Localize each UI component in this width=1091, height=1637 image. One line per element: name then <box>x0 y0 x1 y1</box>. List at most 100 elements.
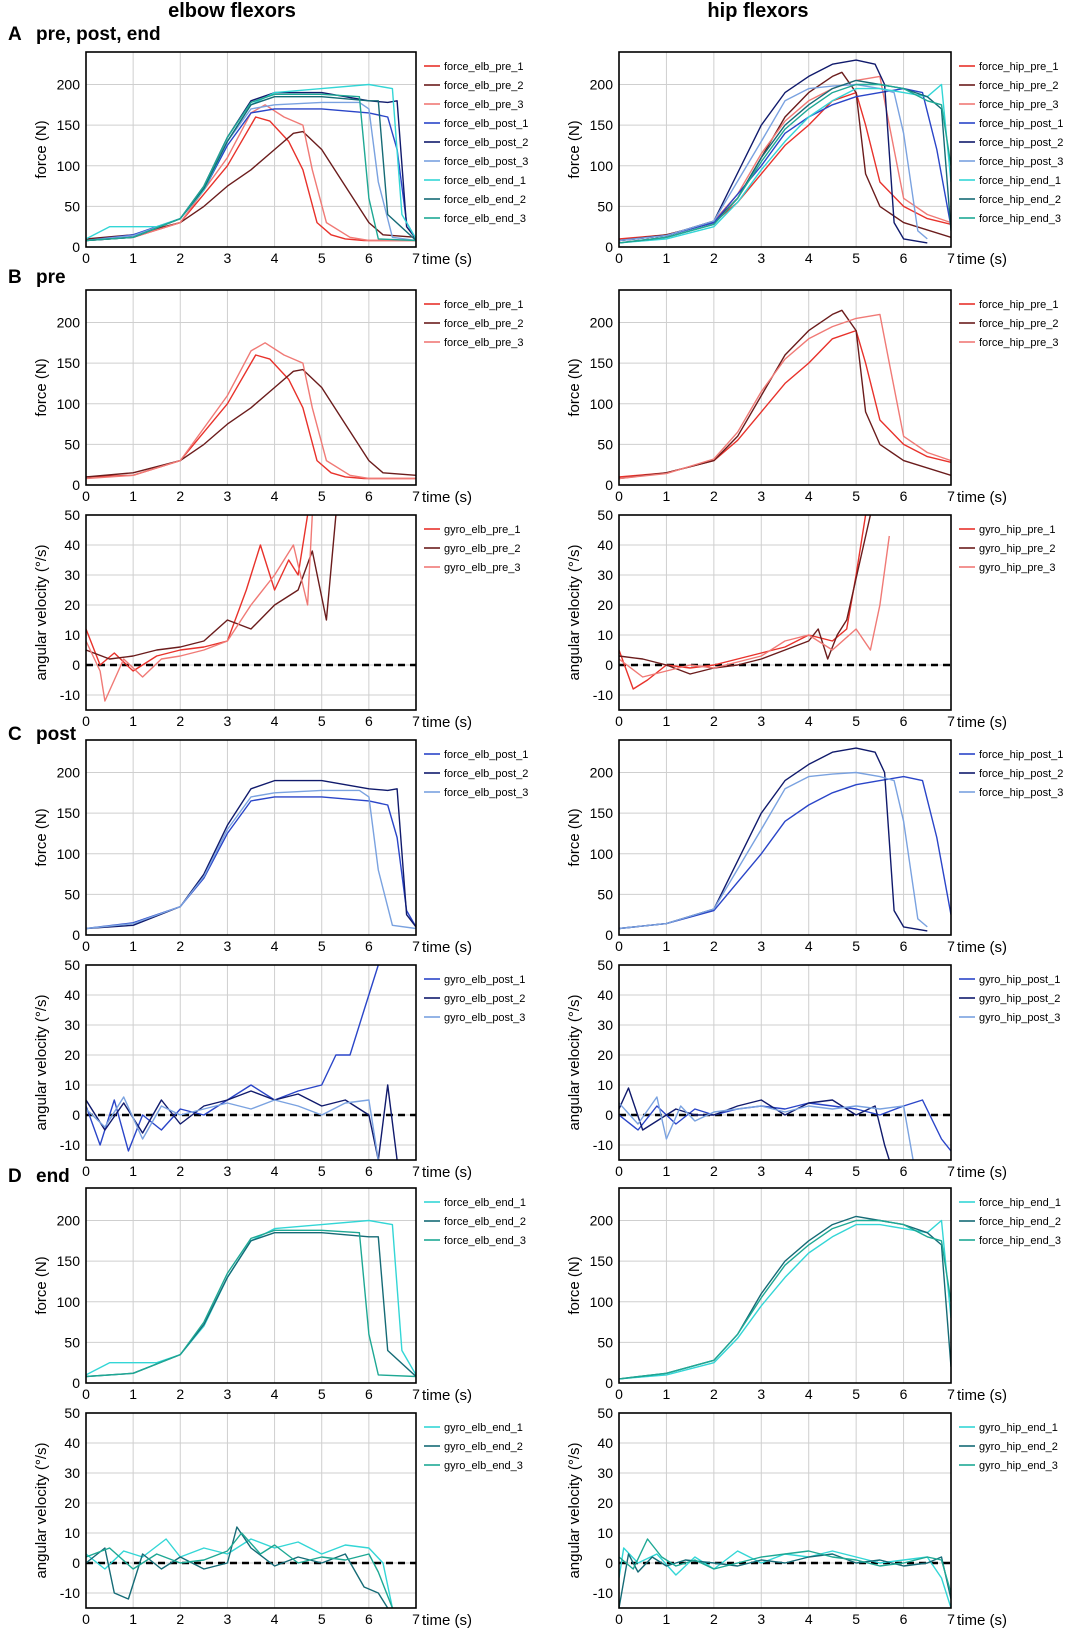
x-tick-label: 7 <box>412 1163 420 1179</box>
column-title-hip: hip flexors <box>707 0 809 22</box>
y-tick-label: 50 <box>597 507 613 523</box>
legend-entry: gyro_hip_end_2 <box>979 1441 1058 1453</box>
x-tick-label: 6 <box>900 1386 908 1402</box>
y-tick-label: 0 <box>605 657 613 673</box>
x-tick-label: 1 <box>129 713 137 729</box>
series-line-force_elb_pre_2 <box>86 368 416 478</box>
legend-entry: force_hip_end_3 <box>979 1235 1061 1247</box>
x-tick-label: 5 <box>852 1386 860 1402</box>
plot-frame <box>618 964 952 1161</box>
x-tick-label: 4 <box>805 713 813 729</box>
series-line-force_elb_pre_3 <box>86 104 416 242</box>
chart-C-elb-force: 0 1 2 3 4 5 6 7 0 50 100 150 200 time (s) force (N) for… <box>33 739 528 956</box>
legend-entry: gyro_hip_post_1 <box>979 974 1060 986</box>
chart-B-hip-force: 0 1 2 3 4 5 6 7 0 50 100 150 200 time (s) force (N) for… <box>566 289 1059 506</box>
y-tick-label: 50 <box>64 436 80 452</box>
plot-frame <box>618 514 952 711</box>
x-tick-label: 1 <box>129 1611 137 1627</box>
y-tick-label: 200 <box>590 77 614 93</box>
x-tick-label: 1 <box>129 938 137 954</box>
y-tick-label: 0 <box>72 1555 80 1571</box>
legend-entry: force_elb_pre_2 <box>444 80 524 92</box>
series-line-force_hip_end_2 <box>619 79 951 244</box>
x-tick-label: 7 <box>947 1163 955 1179</box>
x-axis-label: time (s) <box>957 489 1007 506</box>
x-tick-label: 5 <box>318 1611 326 1627</box>
y-tick-label: 0 <box>605 477 613 493</box>
series-line-force_hip_pre_2 <box>619 309 951 480</box>
series-line-force_hip_pre_2 <box>619 71 951 242</box>
y-tick-label: 50 <box>597 1334 613 1350</box>
x-tick-label: 2 <box>710 938 718 954</box>
x-tick-label: 6 <box>365 250 373 266</box>
y-tick-label: 100 <box>590 1294 614 1310</box>
series-line-gyro_hip_pre_2 <box>619 515 872 675</box>
x-axis-label: time (s) <box>957 939 1007 956</box>
series-line-force_elb_end_3 <box>86 1229 416 1378</box>
series-line-gyro_elb_post_3 <box>86 1096 379 1160</box>
y-tick-label: 30 <box>64 567 80 583</box>
legend-entry: force_elb_end_3 <box>444 1235 526 1247</box>
chart-D-elb-force: 0 1 2 3 4 5 6 7 0 50 100 150 200 time (s) force (N) for… <box>33 1187 526 1404</box>
plot-frame <box>618 1412 952 1609</box>
legend-entry: force_hip_end_3 <box>979 213 1061 225</box>
series-line-force_hip_post_1 <box>619 775 951 930</box>
x-tick-label: 2 <box>710 1611 718 1627</box>
series-line-force_elb_pre_3 <box>86 342 416 480</box>
y-tick-label: 0 <box>605 1375 613 1391</box>
series-line-force_elb_end_3 <box>86 93 416 242</box>
x-tick-label: 2 <box>176 713 184 729</box>
legend-entry: force_elb_pre_3 <box>444 99 524 111</box>
x-tick-label: 2 <box>176 1163 184 1179</box>
y-axis-label: force (N) <box>33 808 50 866</box>
x-tick-label: 1 <box>663 488 671 504</box>
series-line-force_elb_post_2 <box>86 779 416 930</box>
chart-B-elb-force: 0 1 2 3 4 5 6 7 0 50 100 150 200 time (s) force (N) for… <box>33 289 524 506</box>
y-tick-label: 100 <box>590 846 614 862</box>
legend-entry: gyro_elb_post_2 <box>444 993 525 1005</box>
x-tick-label: 4 <box>271 713 279 729</box>
x-tick-label: 3 <box>224 1611 232 1627</box>
x-tick-label: 3 <box>757 488 765 504</box>
series-line-gyro_hip_end_3 <box>619 1538 951 1594</box>
series-line-force_hip_end_1 <box>619 1219 951 1380</box>
x-tick-label: 5 <box>318 1386 326 1402</box>
x-tick-label: 0 <box>82 1163 90 1179</box>
legend-entry: gyro_elb_pre_1 <box>444 524 520 536</box>
x-tick-label: 6 <box>365 1611 373 1627</box>
series-line-force_elb_pre_2 <box>86 130 416 240</box>
x-tick-label: 4 <box>271 250 279 266</box>
x-tick-label: 3 <box>757 250 765 266</box>
x-tick-label: 4 <box>271 938 279 954</box>
x-axis-label: time (s) <box>422 714 472 731</box>
y-tick-label: 0 <box>72 239 80 255</box>
series-line-gyro_elb_pre_3 <box>86 515 313 702</box>
y-tick-label: -10 <box>593 1585 613 1601</box>
y-tick-label: 30 <box>64 1465 80 1481</box>
x-tick-label: 2 <box>176 1611 184 1627</box>
x-tick-label: 7 <box>947 713 955 729</box>
y-tick-label: 50 <box>64 507 80 523</box>
y-tick-label: 30 <box>64 1017 80 1033</box>
y-tick-label: 200 <box>590 765 614 781</box>
x-tick-label: 7 <box>412 938 420 954</box>
series-line-gyro_hip_pre_1 <box>619 515 867 690</box>
chart-A-hip: 0 1 2 3 4 5 6 7 0 50 100 150 200 time (s) force (N) for… <box>566 51 1063 268</box>
x-axis-label: time (s) <box>957 714 1007 731</box>
y-tick-label: 50 <box>597 436 613 452</box>
legend-entry: force_elb_post_1 <box>444 749 528 761</box>
x-tick-label: 2 <box>176 488 184 504</box>
series-line-force_hip_pre_3 <box>619 75 951 242</box>
x-tick-label: 3 <box>757 1611 765 1627</box>
x-axis-label: time (s) <box>957 1612 1007 1629</box>
y-tick-label: 30 <box>597 567 613 583</box>
x-tick-label: 5 <box>852 938 860 954</box>
legend-entry: force_elb_post_1 <box>444 118 528 130</box>
y-tick-label: 20 <box>64 1047 80 1063</box>
x-tick-label: 5 <box>318 1163 326 1179</box>
y-tick-label: 0 <box>72 927 80 943</box>
